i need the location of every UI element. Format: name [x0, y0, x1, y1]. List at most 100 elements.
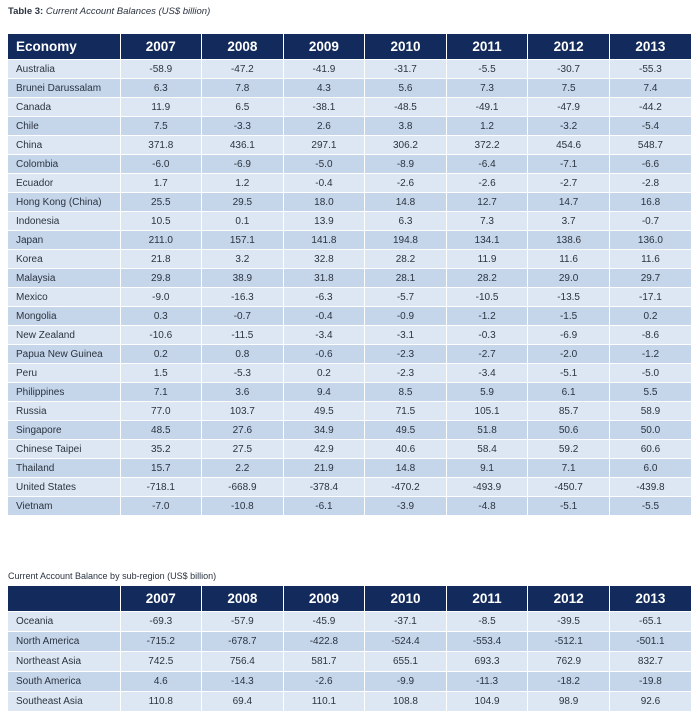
value-cell: -2.6: [282, 671, 365, 692]
value-cell: 110.1: [282, 691, 365, 711]
value-cell: -3.1: [364, 325, 447, 345]
value-cell: -2.3: [364, 363, 447, 383]
row-label: Northeast Asia: [8, 651, 120, 672]
value-cell: 2.2: [201, 458, 284, 478]
value-cell: 3.8: [364, 116, 447, 136]
value-cell: -493.9: [445, 477, 528, 497]
value-cell: -512.1: [527, 631, 610, 652]
value-cell: 10.5: [119, 211, 202, 231]
value-cell: -38.1: [282, 97, 365, 117]
value-cell: 9.1: [445, 458, 528, 478]
table1-header-label: Economy: [8, 34, 120, 60]
value-cell: -7.0: [119, 496, 202, 515]
value-cell: -3.2: [527, 116, 610, 136]
value-cell: -439.8: [608, 477, 691, 497]
value-cell: -8.6: [608, 325, 691, 345]
value-cell: -715.2: [119, 631, 202, 652]
value-cell: 27.5: [201, 439, 284, 459]
value-cell: 35.2: [119, 439, 202, 459]
row-label: Australia: [8, 59, 120, 79]
value-cell: -58.9: [119, 59, 202, 79]
table-row: South America 4.6 -14.3 -2.6 -9.9 -11.3 -18.2-…: [8, 671, 691, 692]
value-cell: 15.7: [119, 458, 202, 478]
table-row: Hong Kong (China) 25.5 29.5 18.0 14.8 12.7 14.…: [8, 192, 691, 212]
value-cell: 2.6: [282, 116, 365, 136]
table1-caption-title: Current Account Balances (US$ billion): [45, 6, 211, 17]
value-cell: 0.8: [201, 344, 284, 364]
value-cell: -422.8: [282, 631, 365, 652]
value-cell: -2.7: [527, 173, 610, 193]
value-cell: 0.2: [282, 363, 365, 383]
table-row: Ecuador 1.7 1.2 -0.4 -2.6 -2.6 -2.7 -2.8: [8, 173, 691, 193]
value-cell: 0.2: [119, 344, 202, 364]
table-row: Thailand 15.7 2.2 21.9 14.8 9.1 7.1 6.0: [8, 458, 691, 478]
value-cell: 60.6: [608, 439, 691, 459]
value-cell: -65.1: [608, 611, 691, 632]
value-cell: -3.4: [445, 363, 528, 383]
row-label: Mongolia: [8, 306, 120, 326]
value-cell: 141.8: [282, 230, 365, 250]
value-cell: 105.1: [445, 401, 528, 421]
value-cell: 756.4: [201, 651, 284, 672]
value-cell: -11.5: [201, 325, 284, 345]
value-cell: -41.9: [282, 59, 365, 79]
value-cell: 110.8: [119, 691, 202, 711]
value-cell: 92.6: [608, 691, 691, 711]
value-cell: 211.0: [119, 230, 202, 250]
value-cell: 14.8: [364, 458, 447, 478]
table1-header-row: Economy 2007 2008 2009 2010 2011 2012 2013: [8, 34, 691, 60]
value-cell: 1.7: [119, 173, 202, 193]
value-cell: 306.2: [364, 135, 447, 155]
value-cell: 5.5: [608, 382, 691, 402]
table-row: Indonesia 10.5 0.1 13.9 6.3 7.3 3.7 -0.7: [8, 211, 691, 231]
row-label: Philippines: [8, 382, 120, 402]
value-cell: -57.9: [201, 611, 284, 632]
value-cell: -14.3: [201, 671, 284, 692]
row-label: Korea: [8, 249, 120, 269]
value-cell: -48.5: [364, 97, 447, 117]
value-cell: 0.1: [201, 211, 284, 231]
value-cell: -6.9: [201, 154, 284, 174]
value-cell: -678.7: [201, 631, 284, 652]
table1-header-year: 2009: [282, 34, 365, 60]
value-cell: -69.3: [119, 611, 202, 632]
value-cell: -0.4: [282, 306, 365, 326]
table-row: Mongolia 0.3 -0.7 -0.4 -0.9 -1.2 -1.5 0.2: [8, 306, 691, 326]
value-cell: 5.9: [445, 382, 528, 402]
table-row: Japan 211.0 157.1 141.8 194.8 134.1 138.6 136.0: [8, 230, 691, 250]
value-cell: 11.9: [445, 249, 528, 269]
value-cell: 581.7: [282, 651, 365, 672]
value-cell: -0.9: [364, 306, 447, 326]
table-row: Chinese Taipei 35.2 27.5 42.9 40.6 58.4 59.2 60…: [8, 439, 691, 459]
table-row: Oceania -69.3 -57.9 -45.9 -37.1 -8.5 -39.5 -65.…: [8, 611, 691, 632]
value-cell: 34.9: [282, 420, 365, 440]
value-cell: 0.3: [119, 306, 202, 326]
table2-header-year: 2011: [445, 586, 528, 612]
table2-header-year: 2007: [119, 586, 202, 612]
table2-header-label: [8, 586, 120, 612]
value-cell: -668.9: [201, 477, 284, 497]
value-cell: -3.9: [364, 496, 447, 515]
value-cell: 11.6: [608, 249, 691, 269]
value-cell: -470.2: [364, 477, 447, 497]
row-label: United States: [8, 477, 120, 497]
value-cell: -49.1: [445, 97, 528, 117]
row-label: Malaysia: [8, 268, 120, 288]
table-row: Russia 77.0 103.7 49.5 71.5 105.1 85.7 58.9: [8, 401, 691, 421]
value-cell: 59.2: [527, 439, 610, 459]
table-row: Korea 21.8 3.2 32.8 28.2 11.9 11.6 11.6: [8, 249, 691, 269]
value-cell: -10.6: [119, 325, 202, 345]
value-cell: 21.8: [119, 249, 202, 269]
value-cell: -6.9: [527, 325, 610, 345]
value-cell: -37.1: [364, 611, 447, 632]
value-cell: 58.9: [608, 401, 691, 421]
value-cell: -378.4: [282, 477, 365, 497]
value-cell: -7.1: [527, 154, 610, 174]
row-label: Papua New Guinea: [8, 344, 120, 364]
value-cell: 3.6: [201, 382, 284, 402]
value-cell: 7.1: [119, 382, 202, 402]
value-cell: -5.5: [608, 496, 691, 515]
row-label: Thailand: [8, 458, 120, 478]
row-label: South America: [8, 671, 120, 692]
table-row: China 371.8 436.1 297.1 306.2 372.2 454.6 548.7: [8, 135, 691, 155]
